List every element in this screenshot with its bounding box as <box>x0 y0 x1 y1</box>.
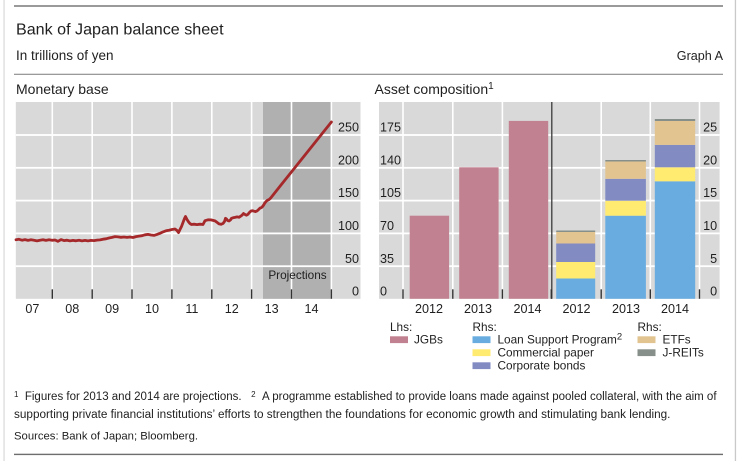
svg-text:Monetary base: Monetary base <box>16 81 109 97</box>
svg-text:10: 10 <box>703 219 717 233</box>
svg-text:20: 20 <box>703 153 717 167</box>
svg-text:25: 25 <box>703 121 717 135</box>
svg-text:5: 5 <box>710 252 717 266</box>
svg-text:supporting private financial i: supporting private financial institution… <box>14 408 670 421</box>
svg-text:0: 0 <box>380 284 387 298</box>
svg-text:15: 15 <box>703 186 717 200</box>
svg-text:0: 0 <box>710 284 717 298</box>
svg-text:10: 10 <box>145 302 159 316</box>
svg-text:250: 250 <box>338 121 359 135</box>
svg-text:Corporate bonds: Corporate bonds <box>498 359 586 373</box>
svg-text:Loan Support Program2: Loan Support Program2 <box>498 332 623 347</box>
svg-text:0: 0 <box>352 284 359 298</box>
svg-text:Sources: Bank of Japan; Bloomb: Sources: Bank of Japan; Bloomberg. <box>14 431 198 443</box>
svg-text:11: 11 <box>185 302 198 316</box>
svg-text:In trillions of yen: In trillions of yen <box>16 48 114 63</box>
svg-text:Rhs:: Rhs: <box>638 320 662 334</box>
svg-text:Commercial paper: Commercial paper <box>498 346 594 360</box>
svg-text:2012: 2012 <box>562 302 590 316</box>
svg-text:2012: 2012 <box>415 302 443 316</box>
svg-text:105: 105 <box>380 186 401 200</box>
svg-text:50: 50 <box>345 252 359 266</box>
svg-text:13: 13 <box>265 302 279 316</box>
svg-text:Projections: Projections <box>268 268 326 282</box>
svg-text:12: 12 <box>225 302 239 316</box>
svg-text:1 Figures for 2013 and 2014 a: 1 Figures for 2013 and 2014 are projecti… <box>14 390 717 403</box>
svg-text:08: 08 <box>65 302 79 316</box>
svg-text:Graph A: Graph A <box>677 49 724 63</box>
svg-text:2013: 2013 <box>464 302 492 316</box>
svg-text:14: 14 <box>304 302 318 316</box>
svg-text:35: 35 <box>380 252 394 266</box>
svg-text:70: 70 <box>380 219 394 233</box>
svg-text:09: 09 <box>105 302 119 316</box>
svg-text:07: 07 <box>25 302 39 316</box>
svg-text:Rhs:: Rhs: <box>473 320 497 334</box>
svg-text:JGBs: JGBs <box>414 333 443 347</box>
svg-text:Bank of Japan balance sheet: Bank of Japan balance sheet <box>16 21 224 39</box>
svg-text:ETFs: ETFs <box>663 333 691 347</box>
svg-text:175: 175 <box>380 121 401 135</box>
svg-text:2013: 2013 <box>612 302 640 316</box>
svg-text:140: 140 <box>380 153 401 167</box>
svg-text:2014: 2014 <box>513 302 541 316</box>
svg-text:200: 200 <box>338 153 359 167</box>
svg-text:2014: 2014 <box>661 302 689 316</box>
svg-text:Asset composition1: Asset composition1 <box>375 81 495 97</box>
svg-text:Lhs:: Lhs: <box>390 320 412 334</box>
svg-text:100: 100 <box>338 219 359 233</box>
svg-text:150: 150 <box>338 186 359 200</box>
svg-text:J-REITs: J-REITs <box>663 346 704 360</box>
